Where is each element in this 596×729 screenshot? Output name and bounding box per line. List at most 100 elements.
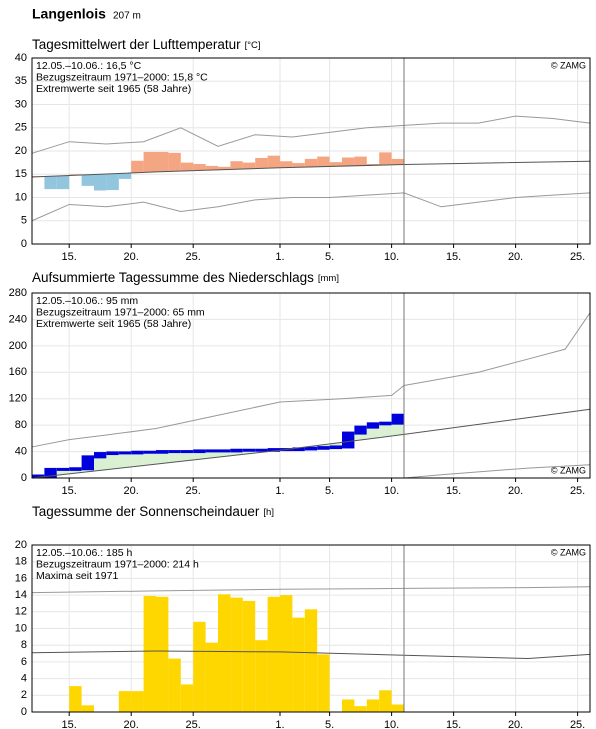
bar: [168, 658, 181, 712]
plot-frame: [31, 544, 591, 713]
info-text: 12.05.–10.06.: 95 mm: [36, 295, 138, 307]
y-tick-label: 0: [21, 706, 27, 718]
deviation-bar: [329, 162, 342, 167]
extreme-max-line: [31, 586, 591, 594]
x-tick-label: 10.: [384, 251, 399, 263]
y-tick-label: 280: [9, 287, 27, 299]
bar: [354, 706, 367, 712]
deviation-bar: [342, 157, 355, 166]
info-text: 12.05.–10.06.: 16,5 °C: [36, 60, 142, 72]
y-tick-label: 35: [15, 75, 27, 87]
deviation-bar: [131, 160, 144, 173]
precipitation-step: [180, 450, 194, 454]
bar: [143, 595, 156, 712]
reference-line: [31, 408, 591, 479]
bar: [193, 621, 206, 712]
deviation-bar: [230, 161, 243, 170]
difference-fill: [180, 451, 194, 461]
precipitation-step: [267, 448, 280, 452]
y-tick-label: 0: [21, 238, 27, 250]
title-text: Tagessumme der Sonnenscheindauer: [32, 504, 260, 519]
precipitation-step: [242, 448, 256, 452]
reference-line: [31, 650, 591, 660]
y-tick-label: 200: [9, 340, 27, 352]
y-tick-label: 240: [9, 313, 27, 325]
bar: [218, 594, 231, 712]
bar: [342, 699, 355, 712]
deviation-bar: [106, 173, 119, 191]
x-tick-label: 1.: [275, 251, 284, 263]
difference-fill: [205, 450, 218, 458]
precipitation-step: [366, 422, 380, 429]
bar: [317, 654, 330, 712]
deviation-bar: [292, 163, 305, 168]
precipitation-step: [304, 446, 318, 451]
title-text: Tagesmittelwert der Lufttemperatur: [32, 37, 241, 52]
x-tick-label: 25.: [186, 719, 201, 729]
precipitation-step: [106, 451, 119, 456]
deviation-bar: [317, 156, 330, 167]
bar: [391, 704, 404, 712]
x-tick-label: 5.: [325, 719, 334, 729]
deviation-bar: [280, 161, 293, 168]
plot-frame: [31, 57, 591, 245]
x-tick-label: 25.: [570, 719, 585, 729]
bar: [180, 684, 194, 712]
x-tick-label: 1.: [275, 719, 284, 729]
x-tick-label: 20.: [124, 251, 139, 263]
deviation-bar: [94, 174, 107, 191]
deviation-bar: [242, 162, 256, 169]
deviation-bar: [304, 158, 318, 167]
deviation-bar: [267, 155, 280, 168]
info-text: Bezugszeitraum 1971–2000: 15,8 °C: [36, 71, 208, 83]
y-tick-label: 10: [15, 191, 27, 203]
x-tick-label: 25.: [186, 485, 201, 497]
y-tick-label: 12: [15, 606, 27, 618]
y-tick-label: 20: [15, 539, 27, 551]
precipitation-step: [342, 431, 355, 449]
precipitation-step: [354, 425, 367, 435]
bar: [81, 705, 94, 712]
precipitation-step: [168, 450, 181, 454]
x-tick-label: 15.: [62, 251, 77, 263]
bar: [131, 691, 144, 712]
precipitation-step: [329, 445, 342, 450]
x-tick-label: 20.: [124, 719, 139, 729]
x-tick-label: 20.: [124, 485, 139, 497]
info-text: Extremwerte seit 1965 (58 Jahre): [36, 83, 191, 95]
bar: [156, 596, 169, 712]
deviation-bar: [180, 162, 194, 171]
x-tick-label: 5.: [325, 251, 334, 263]
deviation-bar: [118, 173, 132, 179]
bar: [205, 642, 218, 712]
extreme-max-line: [31, 312, 591, 448]
precipitation-step: [292, 447, 305, 452]
station-name: Langenlois: [32, 6, 106, 22]
precipitation-step: [81, 455, 94, 471]
chart-title: Aufsummierte Tagessumme des Niederschlag…: [32, 270, 339, 285]
precipitation-step: [56, 467, 70, 471]
bar: [379, 690, 392, 712]
difference-fill: [131, 452, 144, 467]
x-tick-label: 1.: [275, 485, 284, 497]
precipitation-step: [317, 446, 330, 450]
deviation-bar: [56, 175, 70, 190]
bar: [292, 617, 305, 712]
difference-fill: [329, 443, 342, 447]
precipitation-step: [44, 467, 57, 478]
bar: [242, 600, 256, 712]
y-tick-label: 8: [21, 639, 27, 651]
difference-fill: [143, 452, 156, 465]
y-tick-label: 5: [21, 215, 27, 227]
station-altitude: 207 m: [113, 11, 141, 22]
extreme-max-line: [31, 115, 591, 154]
precipitation-step: [69, 467, 82, 471]
plot-frame: [31, 292, 591, 479]
info-text: Bezugszeitraum 1971–2000: 214 h: [36, 558, 199, 570]
difference-fill: [379, 423, 392, 437]
y-tick-label: 15: [15, 168, 27, 180]
y-tick-label: 160: [9, 366, 27, 378]
x-tick-label: 25.: [570, 485, 585, 497]
difference-fill: [156, 451, 169, 464]
